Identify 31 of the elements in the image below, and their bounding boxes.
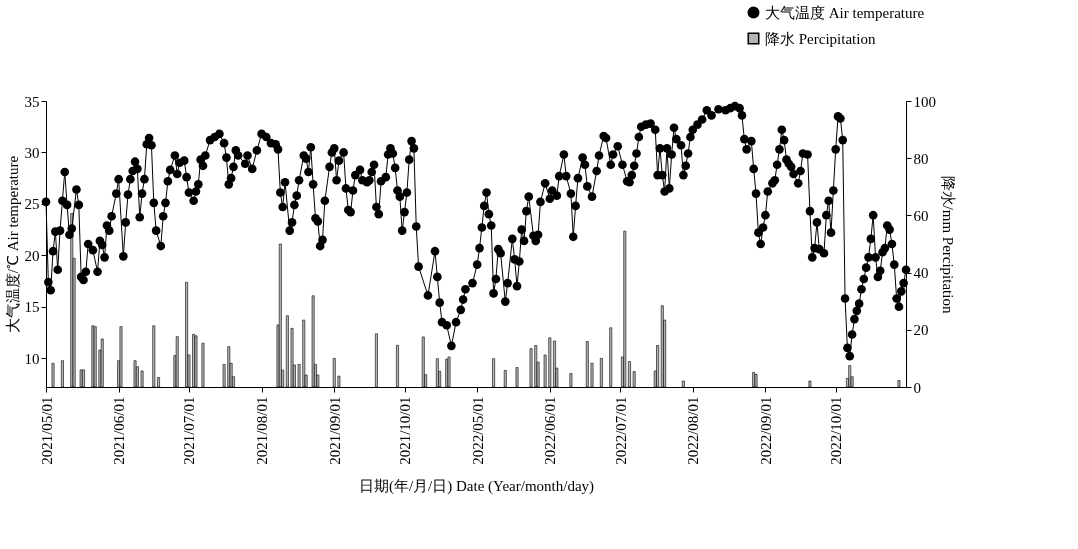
- y2-axis-title: 降水/mm Percipitation: [940, 175, 956, 314]
- x-axis-title: 日期(年/月/日) Date (Year/month/day): [358, 477, 595, 495]
- y-tick-label: 20: [24, 247, 40, 264]
- y2-tick-label: 0: [913, 379, 921, 396]
- x-tick-label: 2022/09/01: [757, 396, 774, 465]
- y-tick-label: 15: [24, 299, 40, 316]
- x-tick-label: 2021/07/01: [181, 396, 198, 465]
- y-axis-title: 大气温度/℃ Air temperature: [4, 155, 21, 334]
- x-tick-label: 2021/08/01: [254, 396, 271, 465]
- y2-tick-label: 100: [913, 93, 936, 110]
- y2-tick-label: 60: [913, 207, 929, 224]
- x-tick-label: 2021/09/01: [326, 396, 343, 465]
- y2-tick-label: 40: [913, 265, 929, 282]
- x-tick-label: 2022/06/01: [542, 396, 559, 465]
- y-tick-label: 10: [24, 350, 40, 367]
- x-tick-label: 2021/10/01: [397, 396, 414, 465]
- y2-tick-label: 20: [913, 322, 929, 339]
- y-tick-label: 25: [24, 196, 40, 213]
- y2-tick-label: 80: [913, 150, 929, 167]
- x-tick-label: 2022/10/01: [828, 396, 845, 465]
- x-tick-label: 2021/06/01: [111, 396, 128, 465]
- y-tick-label: 30: [24, 144, 40, 161]
- legend-label: 降水 Percipitation: [765, 30, 876, 47]
- x-tick-label: 2021/05/01: [38, 396, 55, 465]
- bar: [278, 243, 282, 388]
- legend-label: 大气温度 Air temperature: [765, 4, 925, 21]
- x-tick-label: 2022/05/01: [469, 396, 486, 465]
- x-tick-label: 2022/07/01: [612, 396, 629, 465]
- bar: [848, 365, 852, 388]
- x-tick-label: 2022/08/01: [685, 396, 702, 465]
- y-tick-label: 35: [24, 93, 40, 110]
